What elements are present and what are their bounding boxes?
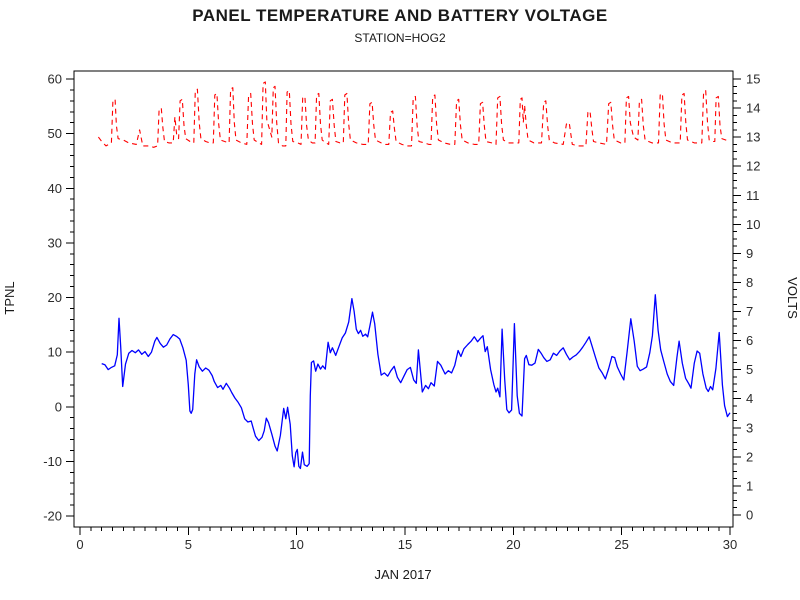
x-tick-label: 25 (614, 537, 628, 552)
y-left-tick-label: 0 (55, 399, 62, 414)
tpnl-series-line (101, 294, 731, 470)
y-left-tick-label: -10 (43, 454, 62, 469)
y-left-tick-label: 60 (48, 72, 62, 87)
x-axis-label: JAN 2017 (374, 567, 431, 582)
y-right-tick-label: 9 (746, 246, 753, 261)
y-left-tick-label: -20 (43, 509, 62, 524)
x-tick-label: 30 (723, 537, 737, 552)
x-tick-label: 0 (76, 537, 83, 552)
plot-frame (73, 70, 734, 528)
y-right-tick-label: 5 (746, 362, 753, 377)
chart-title: PANEL TEMPERATURE AND BATTERY VOLTAGE (192, 6, 608, 25)
volts-series-line (97, 81, 731, 148)
y-right-tick-label: 10 (746, 217, 760, 232)
y-left-tick-label: 10 (48, 345, 62, 360)
y-left-tick-label: 30 (48, 235, 62, 250)
y-right-tick-label: 11 (746, 188, 760, 203)
x-tick-label: 5 (185, 537, 192, 552)
x-tick-label: 15 (398, 537, 412, 552)
x-tick-label: 20 (506, 537, 520, 552)
y-right-tick-label: 8 (746, 275, 753, 290)
y-left-tick-label: 40 (48, 181, 62, 196)
y-axis-label-left: TPNL (2, 281, 17, 314)
y-right-tick-label: 13 (746, 130, 760, 145)
y-axis-label-right: VOLTS (785, 277, 800, 319)
chart-subtitle: STATION=HOG2 (354, 31, 446, 45)
y-right-tick-label: 7 (746, 304, 753, 319)
y-right-tick-label: 12 (746, 159, 760, 174)
y-right-tick-label: 4 (746, 391, 753, 406)
y-left-tick-label: 50 (48, 126, 62, 141)
plot-area: 6050403020100-10-20151413121110987654321… (43, 70, 760, 552)
y-right-tick-label: 2 (746, 449, 753, 464)
x-tick-label: 10 (289, 537, 303, 552)
y-right-tick-label: 3 (746, 420, 753, 435)
y-right-tick-label: 1 (746, 478, 753, 493)
y-right-tick-label: 6 (746, 333, 753, 348)
y-right-tick-label: 14 (746, 101, 760, 116)
y-right-tick-label: 15 (746, 72, 760, 87)
y-right-tick-label: 0 (746, 508, 753, 523)
y-left-tick-label: 20 (48, 290, 62, 305)
